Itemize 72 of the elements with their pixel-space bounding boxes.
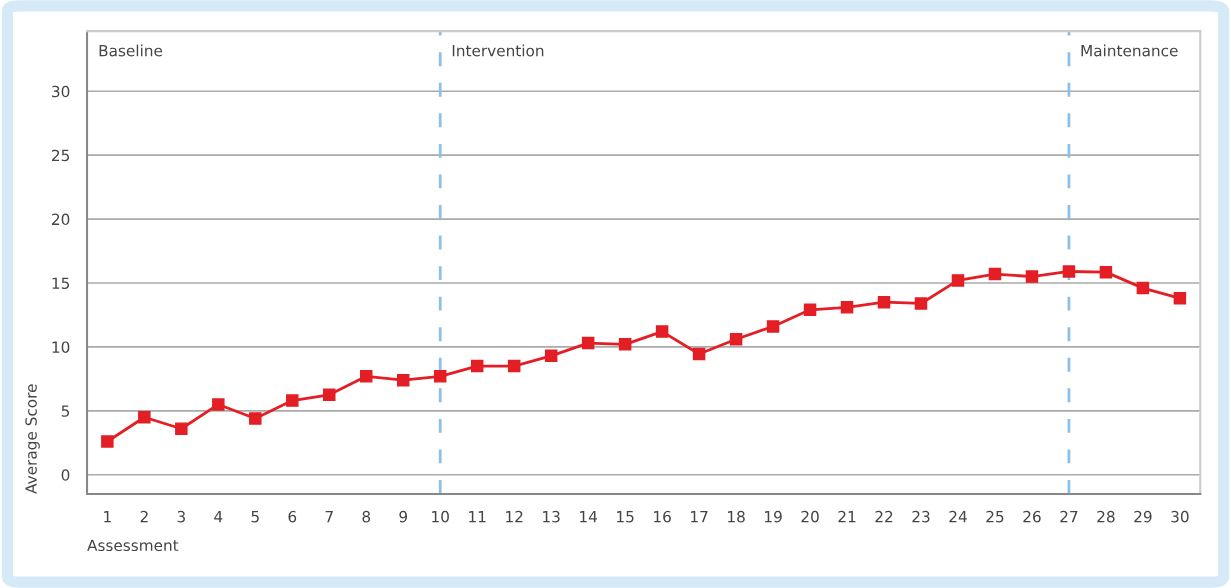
y-tick-label: 25 (52, 149, 70, 162)
annotation: Intervention (452, 44, 544, 57)
x-tick-label: 11 (469, 511, 486, 523)
point (323, 388, 336, 402)
point (433, 370, 447, 383)
point (175, 422, 188, 435)
point (840, 301, 854, 314)
x-tick-label: 28 (1097, 510, 1115, 523)
x-tick-label: 4 (214, 511, 223, 523)
point (138, 410, 151, 424)
x-tick-label: 19 (765, 510, 782, 523)
point (951, 274, 965, 287)
x-tick-label: 22 (875, 510, 893, 523)
point (1136, 281, 1150, 295)
x-tick-label: 12 (506, 510, 523, 523)
x-tick-label: 21 (838, 510, 856, 523)
x-tick-label: 29 (1134, 510, 1152, 523)
x-tick-label: 30 (1171, 510, 1189, 523)
y-tick-label: 5 (61, 405, 70, 417)
point (507, 359, 521, 373)
x-tick-label: 20 (801, 510, 819, 523)
x-tick-label: 3 (177, 510, 185, 523)
y-tick-label: 30 (52, 85, 70, 98)
x-tick-label: 13 (543, 510, 560, 523)
x-tick-label: 9 (399, 510, 408, 523)
point (803, 303, 817, 317)
point (249, 412, 262, 425)
y-tick-label: 0 (61, 469, 70, 481)
x-tick-label: 23 (912, 510, 930, 523)
point (101, 435, 114, 448)
point (1099, 265, 1113, 279)
point (1025, 270, 1039, 283)
point (692, 347, 706, 361)
y-tick-label: 15 (52, 277, 70, 290)
x-tick-label: 8 (362, 510, 371, 523)
y-axis-title: Average Score (25, 384, 40, 494)
point (988, 267, 1002, 281)
point (914, 297, 928, 310)
point (396, 373, 410, 387)
point (729, 332, 743, 346)
point (286, 394, 299, 407)
x-tick-label: 10 (432, 510, 449, 523)
x-tick-label: 17 (691, 511, 708, 523)
x-tick-label: 26 (1023, 510, 1041, 523)
x-tick-label: 24 (949, 510, 967, 523)
x-tick-label: 7 (325, 511, 333, 523)
point (766, 320, 780, 333)
point (360, 370, 373, 383)
x-tick-label: 6 (288, 510, 297, 523)
annotation: Baseline (99, 44, 163, 57)
x-tick-label: 1 (104, 511, 111, 523)
point (655, 325, 669, 338)
y-tick-label: 20 (52, 213, 70, 226)
x-tick-label: 15 (617, 511, 634, 523)
point (544, 349, 558, 363)
y-tick-label: 10 (52, 341, 70, 353)
x-tick-label: 5 (251, 511, 259, 523)
point (618, 338, 632, 351)
point (1062, 265, 1076, 278)
x-tick-label: 14 (580, 511, 598, 523)
point (877, 295, 891, 309)
point (470, 359, 484, 373)
point (1173, 292, 1187, 305)
x-tick-label: 18 (728, 510, 745, 523)
x-tick-label: 25 (986, 510, 1004, 523)
x-tick-label: 2 (140, 510, 148, 523)
x-tick-label: 27 (1060, 510, 1078, 523)
x-tick-label: 16 (654, 510, 671, 523)
annotation: Maintenance (1081, 44, 1178, 57)
x-axis-title: Assessment (87, 539, 179, 552)
point (212, 398, 225, 411)
point (581, 336, 595, 350)
